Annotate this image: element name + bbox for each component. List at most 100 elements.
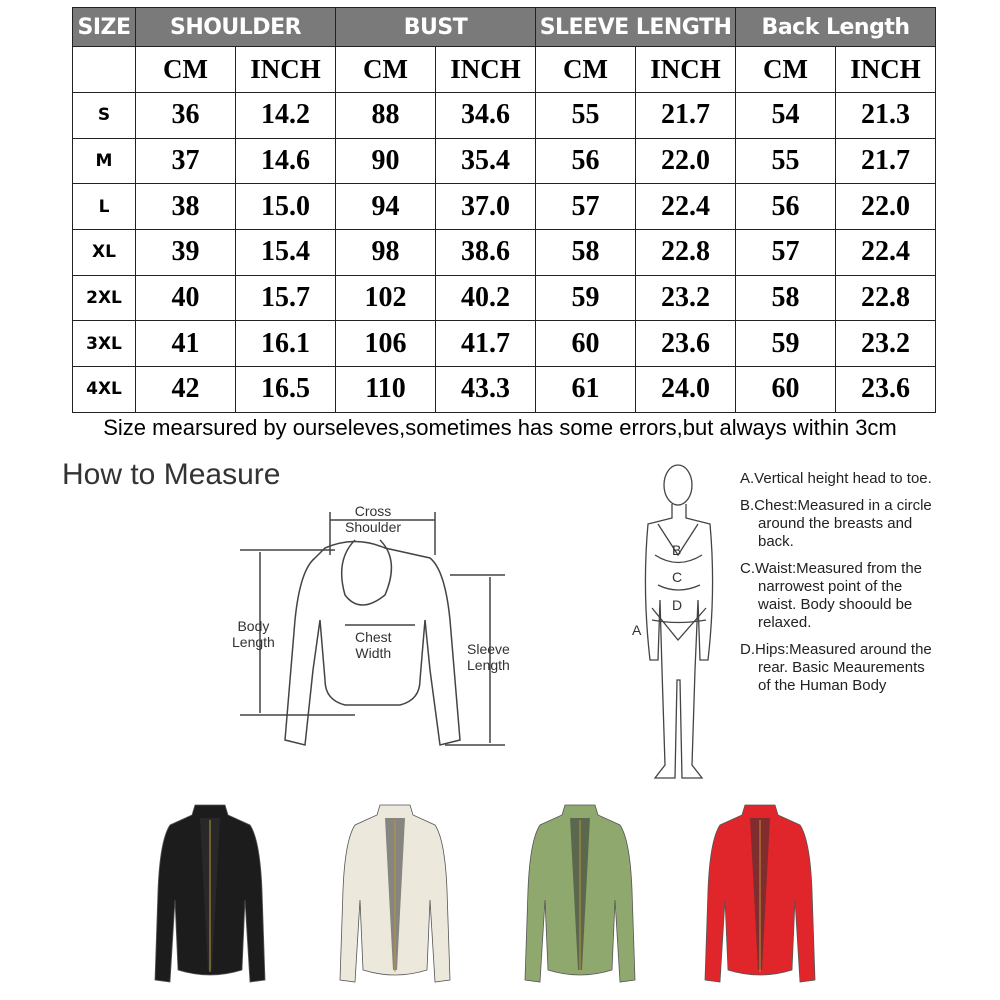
header-sleeve-length: SLEEVE LENGTH (535, 7, 737, 47)
value-cell: 110 (335, 366, 437, 413)
value-cell: 56 (535, 137, 637, 185)
jacket-white-image[interactable] (335, 800, 455, 990)
value-cell: 55 (735, 137, 837, 185)
size-cell: M (72, 137, 136, 185)
value-cell: 37.0 (435, 183, 537, 231)
value-cell: 23.6 (635, 320, 737, 368)
value-cell: 90 (335, 137, 437, 185)
table-row: 4XL 42 16.5 110 43.3 61 24.0 60 23.6 (72, 366, 937, 413)
label-d: D (672, 597, 682, 613)
jacket-measure-diagram (240, 512, 505, 746)
size-cell: 3XL (72, 320, 136, 368)
value-cell: 21.7 (635, 92, 737, 139)
value-cell: 39 (135, 229, 236, 276)
label-a: A (632, 622, 642, 638)
value-cell: 102 (335, 274, 437, 322)
unit-header: CM (135, 46, 236, 93)
value-cell: 15.7 (234, 274, 337, 322)
chest-width-label: Chest Width (355, 629, 392, 661)
value-cell: 14.6 (234, 137, 337, 185)
size-cell: 2XL (72, 274, 136, 322)
value-cell: 22.0 (635, 137, 737, 185)
value-cell: 22.4 (835, 229, 937, 276)
size-table: SIZE SHOULDER BUST SLEEVE LENGTH Back Le… (72, 7, 937, 413)
legend-b: B.Chest:Measured in a circle around the … (740, 497, 932, 550)
value-cell: 55 (535, 92, 637, 139)
how-to-measure-title: How to Measure (62, 458, 281, 491)
unit-header-row: CM INCH CM INCH CM INCH CM INCH (72, 46, 937, 93)
size-cell: L (72, 183, 136, 231)
group-header-row: SIZE SHOULDER BUST SLEEVE LENGTH Back Le… (72, 7, 937, 47)
label-b: B (672, 542, 681, 558)
value-cell: 40.2 (435, 274, 537, 322)
sleeve-length-label: Sleeve Length (467, 641, 510, 673)
unit-header: INCH (635, 46, 737, 93)
value-cell: 54 (735, 92, 837, 139)
table-row: 2XL 40 15.7 102 40.2 59 23.2 58 22.8 (72, 274, 937, 322)
value-cell: 41.7 (435, 320, 537, 368)
unit-header: CM (335, 46, 437, 93)
measurement-note: Size mearsured by ourseleves,sometimes h… (103, 415, 897, 440)
value-cell: 58 (535, 229, 637, 276)
value-cell: 59 (735, 320, 837, 368)
value-cell: 16.1 (234, 320, 337, 368)
value-cell: 59 (535, 274, 637, 322)
value-cell: 23.6 (835, 366, 937, 413)
size-cell: XL (72, 229, 136, 276)
table-row: S 36 14.2 88 34.6 55 21.7 54 21.3 (72, 92, 937, 139)
value-cell: 16.5 (234, 366, 337, 413)
label-c: C (672, 569, 682, 585)
jacket-green-image[interactable] (520, 800, 640, 990)
value-cell: 37 (135, 137, 236, 185)
cross-shoulder-label: Cross Shoulder (345, 503, 402, 535)
value-cell: 38.6 (435, 229, 537, 276)
value-cell: 22.8 (635, 229, 737, 276)
size-cell: S (72, 92, 136, 139)
size-cell: 4XL (72, 366, 136, 413)
table-row: XL 39 15.4 98 38.6 58 22.8 57 22.4 (72, 229, 937, 276)
value-cell: 60 (735, 366, 837, 413)
value-cell: 22.0 (835, 183, 937, 231)
legend-a: A.Vertical height head to toe. (740, 470, 932, 487)
unit-header: INCH (835, 46, 937, 93)
value-cell: 15.4 (234, 229, 337, 276)
value-cell: 23.2 (835, 320, 937, 368)
value-cell: 61 (535, 366, 637, 413)
value-cell: 22.8 (835, 274, 937, 322)
human-body-diagram: B C D A (632, 464, 714, 779)
value-cell: 15.0 (234, 183, 337, 231)
value-cell: 57 (535, 183, 637, 231)
legend-d: D.Hips:Measured around the rear. Basic M… (740, 641, 932, 694)
value-cell: 14.2 (234, 92, 337, 139)
unit-header: CM (735, 46, 837, 93)
value-cell: 36 (135, 92, 236, 139)
value-cell: 43.3 (435, 366, 537, 413)
value-cell: 21.3 (835, 92, 937, 139)
value-cell: 106 (335, 320, 437, 368)
unit-empty (72, 46, 136, 93)
value-cell: 23.2 (635, 274, 737, 322)
value-cell: 35.4 (435, 137, 537, 185)
table-row: L 38 15.0 94 37.0 57 22.4 56 22.0 (72, 183, 937, 231)
table-row: 3XL 41 16.1 106 41.7 60 23.6 59 23.2 (72, 320, 937, 368)
header-back-length: Back Length (735, 7, 937, 47)
value-cell: 24.0 (635, 366, 737, 413)
value-cell: 98 (335, 229, 437, 276)
table-row: M 37 14.6 90 35.4 56 22.0 55 21.7 (72, 137, 937, 185)
value-cell: 40 (135, 274, 236, 322)
measurement-legend: A.Vertical height head to toe. B.Chest:M… (740, 470, 940, 704)
unit-header: CM (535, 46, 637, 93)
value-cell: 21.7 (835, 137, 937, 185)
header-size: SIZE (72, 7, 136, 47)
value-cell: 42 (135, 366, 236, 413)
legend-c: C.Waist:Measured from the narrowest poin… (740, 560, 922, 631)
header-shoulder: SHOULDER (134, 7, 337, 47)
jacket-black-image[interactable] (150, 800, 270, 990)
value-cell: 94 (335, 183, 437, 231)
value-cell: 22.4 (635, 183, 737, 231)
body-length-label: Body Length (232, 618, 275, 650)
value-cell: 88 (335, 92, 437, 139)
jacket-red-image[interactable] (700, 800, 820, 990)
value-cell: 58 (735, 274, 837, 322)
value-cell: 56 (735, 183, 837, 231)
